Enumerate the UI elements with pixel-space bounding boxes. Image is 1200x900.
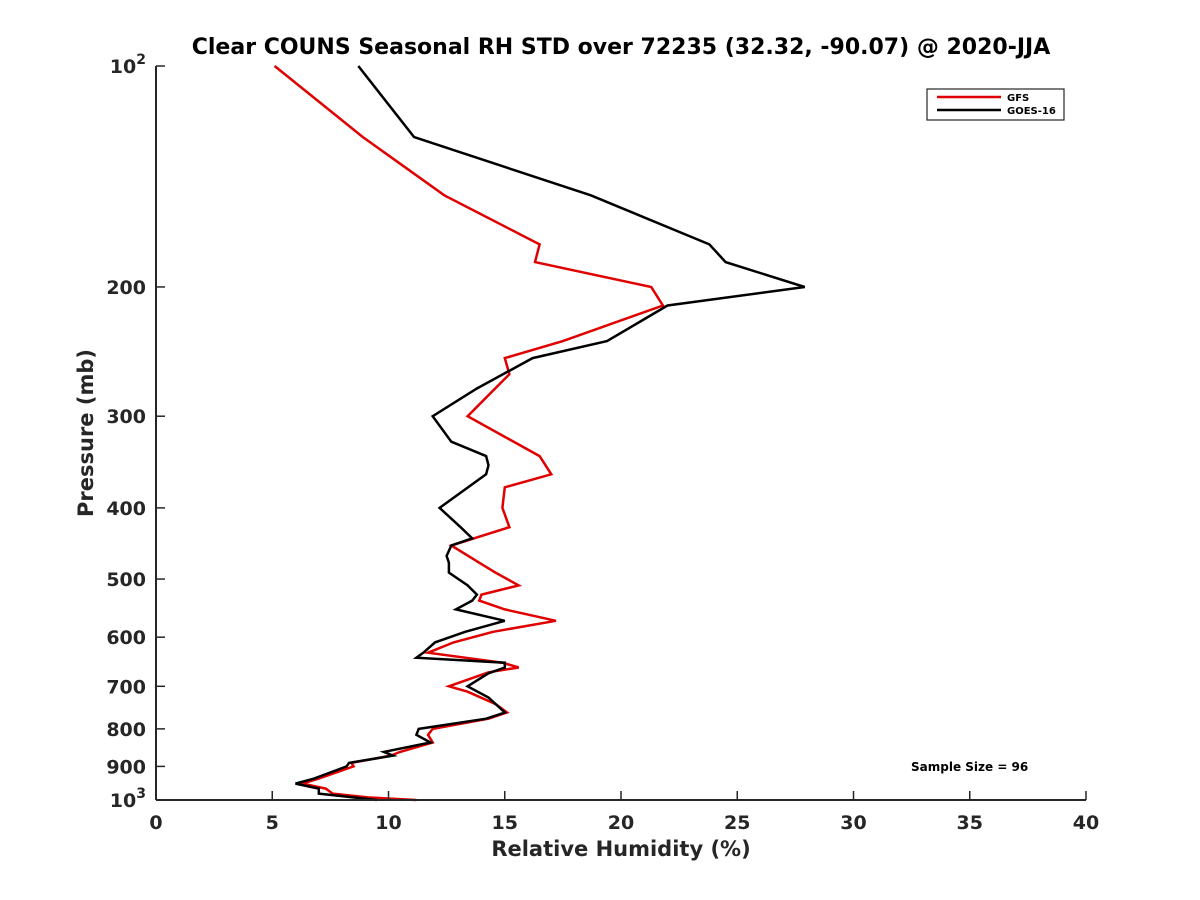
chart-title: Clear COUNS Seasonal RH STD over 72235 (… [192,35,1051,60]
y-tick-label: 700 [106,676,146,698]
y-tick-label: 400 [106,498,146,520]
x-tick-label: 0 [149,812,162,834]
y-tick-label: 200 [106,277,146,299]
y-tick-label: 103 [110,786,146,812]
x-tick-label: 10 [375,812,401,834]
legend: GFS GOES-16 [926,88,1065,121]
x-tick-label: 25 [724,812,750,834]
x-axis-label: Relative Humidity (%) [491,837,750,861]
x-tick-label: 15 [492,812,518,834]
x-tick-label: 30 [840,812,866,834]
series-line-goes-16 [295,65,806,802]
y-tick-label: 600 [106,627,146,649]
y-tick-label: 300 [106,406,146,428]
y-axis-label: Pressure (mb) [74,349,98,517]
legend-label-goes-16: GOES-16 [1007,106,1056,117]
legend-box [926,88,1065,121]
series-layer [273,65,806,802]
sample-size-annotation: Sample Size = 96 [911,760,1028,774]
y-tick-label: 500 [106,569,146,591]
y-ticks: 102 200 300 400 500 600 700 800 900 103 [106,52,165,812]
x-tick-label: 40 [1073,812,1099,834]
x-ticks: 0 5 10 15 20 25 30 35 40 [149,791,1099,834]
y-tick-label: 800 [106,719,146,741]
x-tick-label: 20 [608,812,634,834]
y-tick-label: 900 [106,756,146,778]
x-tick-label: 5 [266,812,279,834]
legend-label-gfs: GFS [1007,93,1029,104]
y-tick-label: 102 [110,52,146,78]
x-tick-label: 35 [957,812,983,834]
